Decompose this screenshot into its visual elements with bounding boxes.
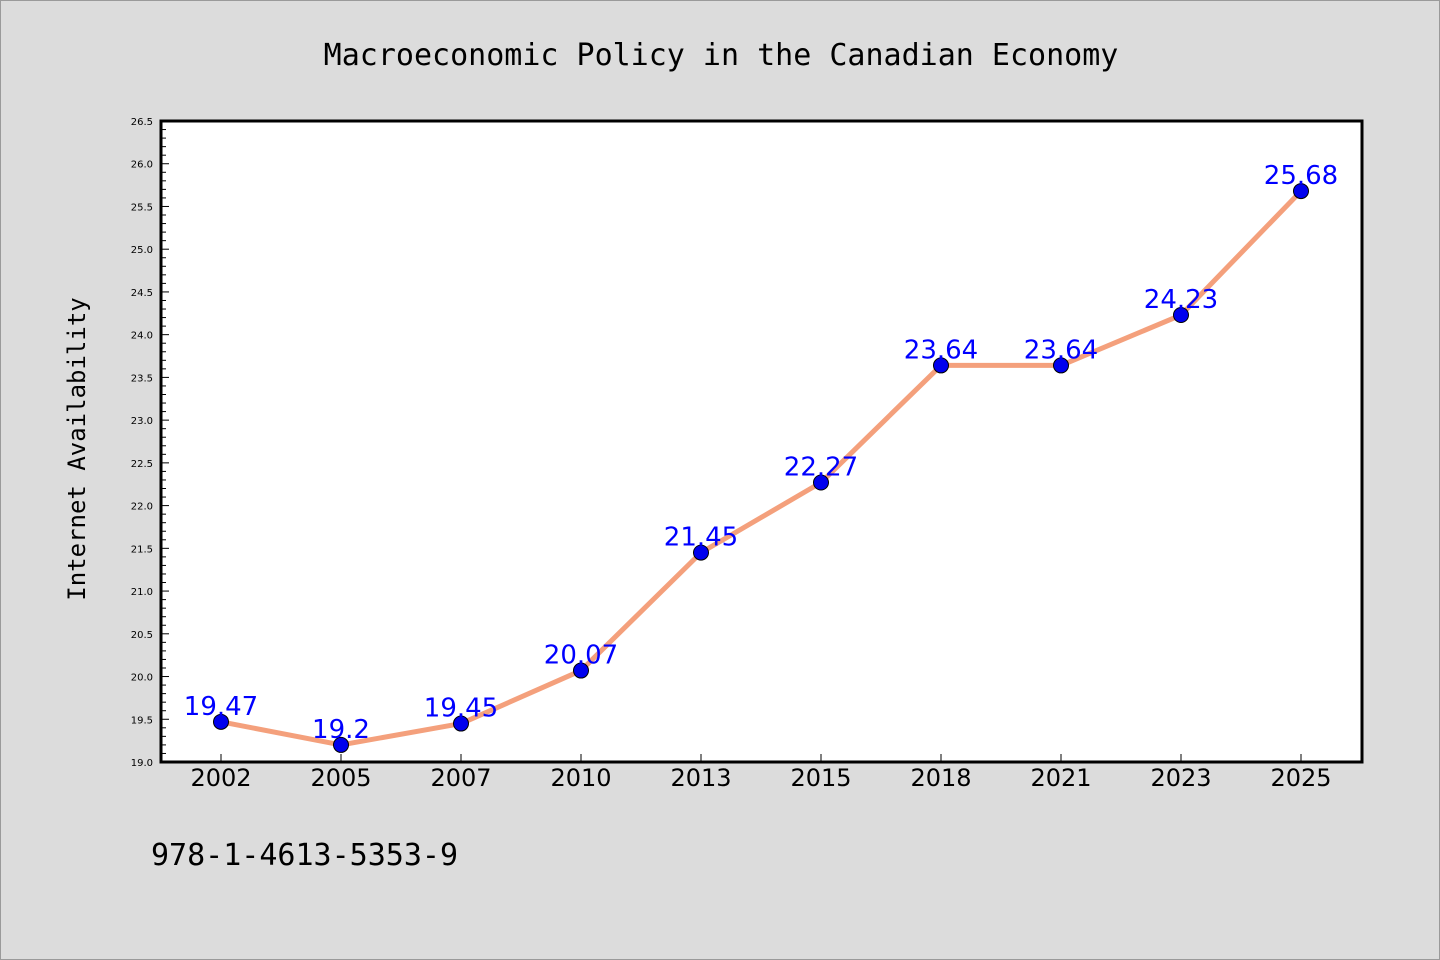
- data-point: [1173, 307, 1189, 324]
- y-tick-label: 19.0: [131, 758, 153, 769]
- data-label: 21.45: [664, 523, 738, 553]
- y-tick-label: 19.5: [131, 715, 153, 726]
- data-point: [333, 736, 349, 753]
- data-point: [573, 662, 589, 679]
- y-tick-label: 22.0: [131, 502, 153, 513]
- data-point: [1053, 357, 1069, 374]
- chart-title: Macroeconomic Policy in the Canadian Eco…: [324, 38, 1119, 73]
- data-label: 19.2: [312, 715, 370, 745]
- x-tick-label: 2018: [910, 764, 971, 792]
- data-label: 24.23: [1144, 285, 1218, 315]
- footer-code: 978-1-4613-5353-9: [151, 838, 458, 873]
- y-tick-label: 20.5: [131, 630, 153, 641]
- data-label: 23.64: [904, 335, 978, 365]
- data-point: [1293, 183, 1309, 200]
- data-label: 19.47: [184, 692, 258, 722]
- data-point: [813, 474, 829, 491]
- y-tick-label: 21.5: [131, 544, 153, 555]
- x-tick-label: 2005: [310, 764, 371, 792]
- series-points-group: [213, 183, 1309, 753]
- x-tick-label: 2007: [430, 764, 491, 792]
- x-axis: 2002 2005 2007 2010 2013 2015 2018 2021 2023 2025: [190, 754, 1332, 792]
- data-labels-group: 19.47 19.2 19.45 20.07 21.45 22.27 23.64 23.64 2…: [184, 161, 1338, 745]
- data-point: [213, 713, 229, 730]
- x-tick-label: 2023: [1150, 764, 1211, 792]
- y-axis: 19.0 19.5 20.0 20.5 21.0 21.5 22.0 22.5 23.0 23.5…: [131, 117, 169, 769]
- y-tick-label: 25.5: [131, 202, 153, 213]
- y-tick-label: 21.0: [131, 587, 153, 598]
- y-tick-label: 26.0: [131, 160, 153, 171]
- x-tick-label: 2015: [790, 764, 851, 792]
- y-tick-label: 20.0: [131, 673, 153, 684]
- data-point: [933, 357, 949, 374]
- y-tick-label: 24.0: [131, 331, 153, 342]
- x-tick-label: 2002: [190, 764, 251, 792]
- series-line-group: [218, 188, 1304, 748]
- y-tick-label: 25.0: [131, 245, 153, 256]
- y-tick-label: 24.5: [131, 288, 153, 299]
- y-tick-label: 26.5: [131, 117, 153, 128]
- series-line: [218, 188, 1304, 748]
- x-tick-label: 2021: [1030, 764, 1091, 792]
- data-point: [693, 544, 709, 561]
- y-tick-label: 23.5: [131, 373, 153, 384]
- data-point: [453, 715, 469, 732]
- y-tick-label: 22.5: [131, 459, 153, 470]
- data-label: 25.68: [1264, 161, 1338, 191]
- data-label: 22.27: [784, 453, 858, 483]
- plot-area: [159, 119, 1364, 764]
- x-tick-label: 2010: [550, 764, 611, 792]
- y-tick-label: 23.0: [131, 416, 153, 427]
- data-label: 23.64: [1024, 335, 1098, 365]
- x-tick-label: 2025: [1270, 764, 1331, 792]
- x-tick-label: 2013: [670, 764, 731, 792]
- data-label: 19.45: [424, 694, 498, 724]
- y-axis-label: Internet Availability: [63, 297, 91, 600]
- data-label: 20.07: [544, 641, 618, 671]
